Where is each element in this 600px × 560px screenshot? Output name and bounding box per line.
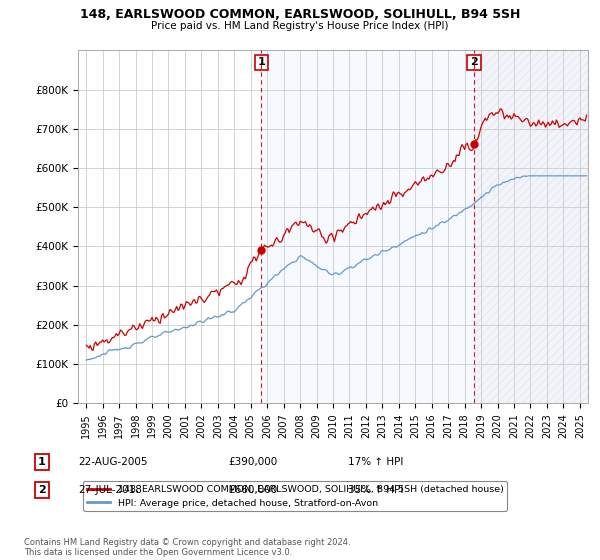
Text: Price paid vs. HM Land Registry's House Price Index (HPI): Price paid vs. HM Land Registry's House … [151,21,449,31]
Text: 1: 1 [38,457,46,467]
Legend: 148, EARLSWOOD COMMON, EARLSWOOD, SOLIHULL, B94 5SH (detached house), HPI: Avera: 148, EARLSWOOD COMMON, EARLSWOOD, SOLIHU… [83,481,508,511]
Text: 1: 1 [257,58,265,67]
Text: 2: 2 [470,58,478,67]
Text: 27-JUL-2018: 27-JUL-2018 [78,485,142,495]
Text: 35% ↑ HPI: 35% ↑ HPI [348,485,403,495]
Text: 17% ↑ HPI: 17% ↑ HPI [348,457,403,467]
Text: £390,000: £390,000 [228,457,277,467]
Text: 22-AUG-2005: 22-AUG-2005 [78,457,148,467]
Text: 148, EARLSWOOD COMMON, EARLSWOOD, SOLIHULL, B94 5SH: 148, EARLSWOOD COMMON, EARLSWOOD, SOLIHU… [80,8,520,21]
Text: 2: 2 [38,485,46,495]
Text: £660,000: £660,000 [228,485,277,495]
Bar [474,50,588,403]
Bar [261,50,474,403]
Text: Contains HM Land Registry data © Crown copyright and database right 2024.
This d: Contains HM Land Registry data © Crown c… [24,538,350,557]
